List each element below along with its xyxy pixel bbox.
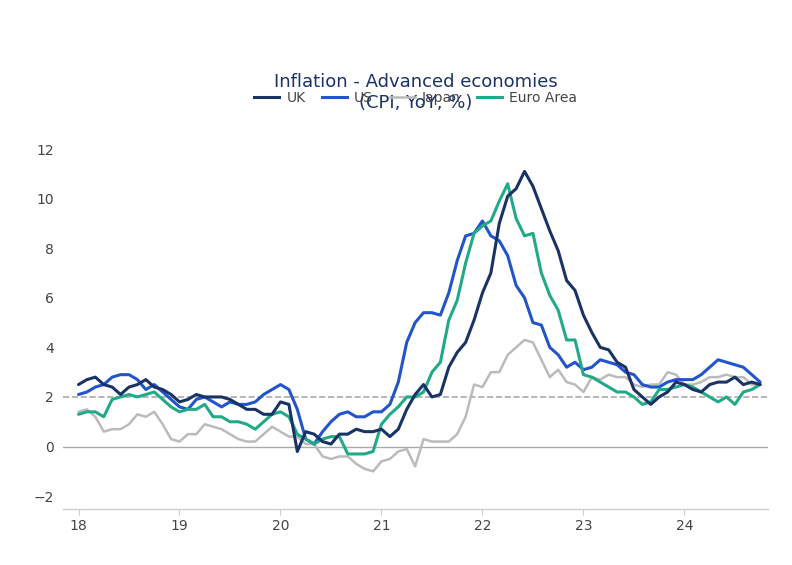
US [638,381,647,388]
Japan [234,436,243,442]
UK [756,381,765,388]
UK [74,381,83,388]
Line: Japan: Japan [78,340,760,471]
Title: Inflation - Advanced economies
(CPI, YoY, %): Inflation - Advanced economies (CPI, YoY… [274,73,558,112]
Japan [638,384,647,390]
Line: UK: UK [78,171,760,451]
Japan [368,468,378,475]
Japan [74,408,83,415]
UK [268,411,277,418]
Euro Area [621,389,630,396]
Japan [259,431,268,437]
Euro Area [268,411,277,418]
Euro Area [402,394,412,401]
Euro Area [638,401,647,408]
Line: Euro Area: Euro Area [78,184,760,454]
US [234,401,243,408]
UK [402,406,412,413]
US [402,339,412,346]
US [310,441,319,447]
Japan [621,373,630,380]
US [621,369,630,376]
UK [259,411,268,418]
Japan [756,381,765,388]
UK [292,448,302,455]
Japan [268,423,277,430]
UK [621,364,630,371]
Euro Area [343,450,352,457]
Legend: UK, US, Japan, Euro Area: UK, US, Japan, Euro Area [249,85,583,110]
Euro Area [503,180,512,187]
Japan [520,337,529,344]
US [478,218,487,224]
UK [520,168,529,175]
Euro Area [756,381,765,388]
Euro Area [234,418,243,425]
Line: US: US [78,221,760,444]
UK [234,401,243,408]
US [268,386,277,393]
Euro Area [74,411,83,418]
UK [638,394,647,401]
US [259,391,268,398]
US [74,391,83,398]
Japan [402,446,412,453]
US [756,379,765,385]
Euro Area [259,418,268,425]
